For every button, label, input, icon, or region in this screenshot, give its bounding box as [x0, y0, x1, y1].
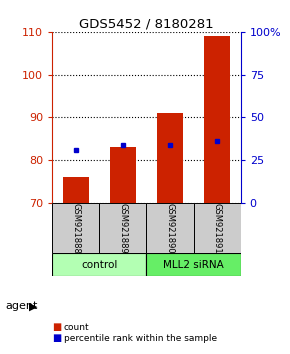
Bar: [204, 36, 230, 203]
Bar: [194, 203, 241, 253]
Bar: [110, 147, 136, 203]
Bar: [157, 113, 183, 203]
Bar: [52, 253, 146, 276]
Text: GSM921890: GSM921890: [166, 203, 175, 253]
Text: GSM921891: GSM921891: [213, 203, 222, 253]
Text: count: count: [64, 323, 89, 332]
Bar: [52, 203, 99, 253]
Text: MLL2 siRNA: MLL2 siRNA: [163, 259, 224, 269]
Bar: [99, 203, 146, 253]
Bar: [63, 177, 89, 203]
Text: control: control: [81, 259, 117, 269]
Title: GDS5452 / 8180281: GDS5452 / 8180281: [79, 18, 214, 31]
Text: agent: agent: [6, 301, 38, 311]
Bar: [146, 253, 241, 276]
Text: ▶: ▶: [29, 301, 38, 311]
Text: GSM921888: GSM921888: [71, 202, 80, 253]
Text: percentile rank within the sample: percentile rank within the sample: [64, 333, 217, 343]
Text: ■: ■: [52, 322, 61, 332]
Text: ■: ■: [52, 333, 61, 343]
Bar: [146, 203, 194, 253]
Text: GSM921889: GSM921889: [118, 202, 127, 253]
